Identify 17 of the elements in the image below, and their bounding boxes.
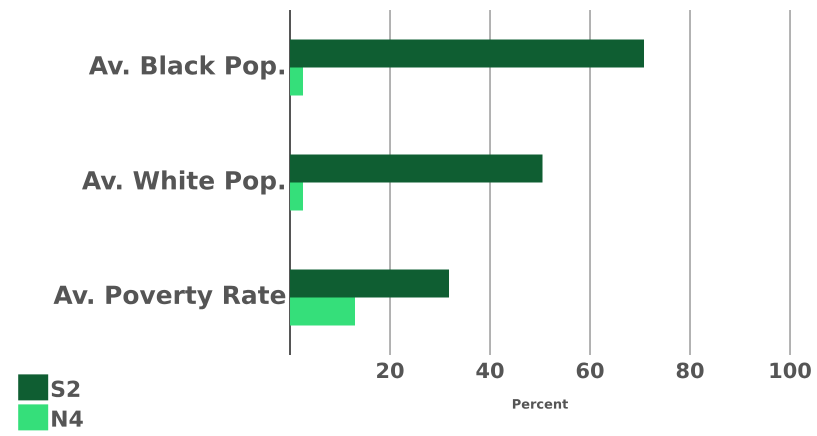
x-tick-label: 40 <box>476 362 504 378</box>
y-tick-label: Av. Poverty Rate <box>54 286 286 310</box>
y-tick-label: Av. Black Pop. <box>88 55 284 80</box>
y-tick-label: Av. White Pop. <box>82 170 284 195</box>
x-axis-title: Percent <box>512 399 568 409</box>
bar <box>290 182 304 210</box>
bar <box>290 39 644 68</box>
bar <box>290 297 356 326</box>
x-tick-label: 60 <box>576 362 604 378</box>
x-tick-label: 80 <box>676 362 704 378</box>
legend-label: S2 <box>52 380 80 398</box>
x-tick-label: 100 <box>770 362 811 378</box>
bar <box>290 269 450 298</box>
bar <box>290 67 304 96</box>
x-tick-label: 20 <box>377 362 404 378</box>
legend-label: N4 <box>52 410 83 427</box>
bar <box>290 154 543 182</box>
